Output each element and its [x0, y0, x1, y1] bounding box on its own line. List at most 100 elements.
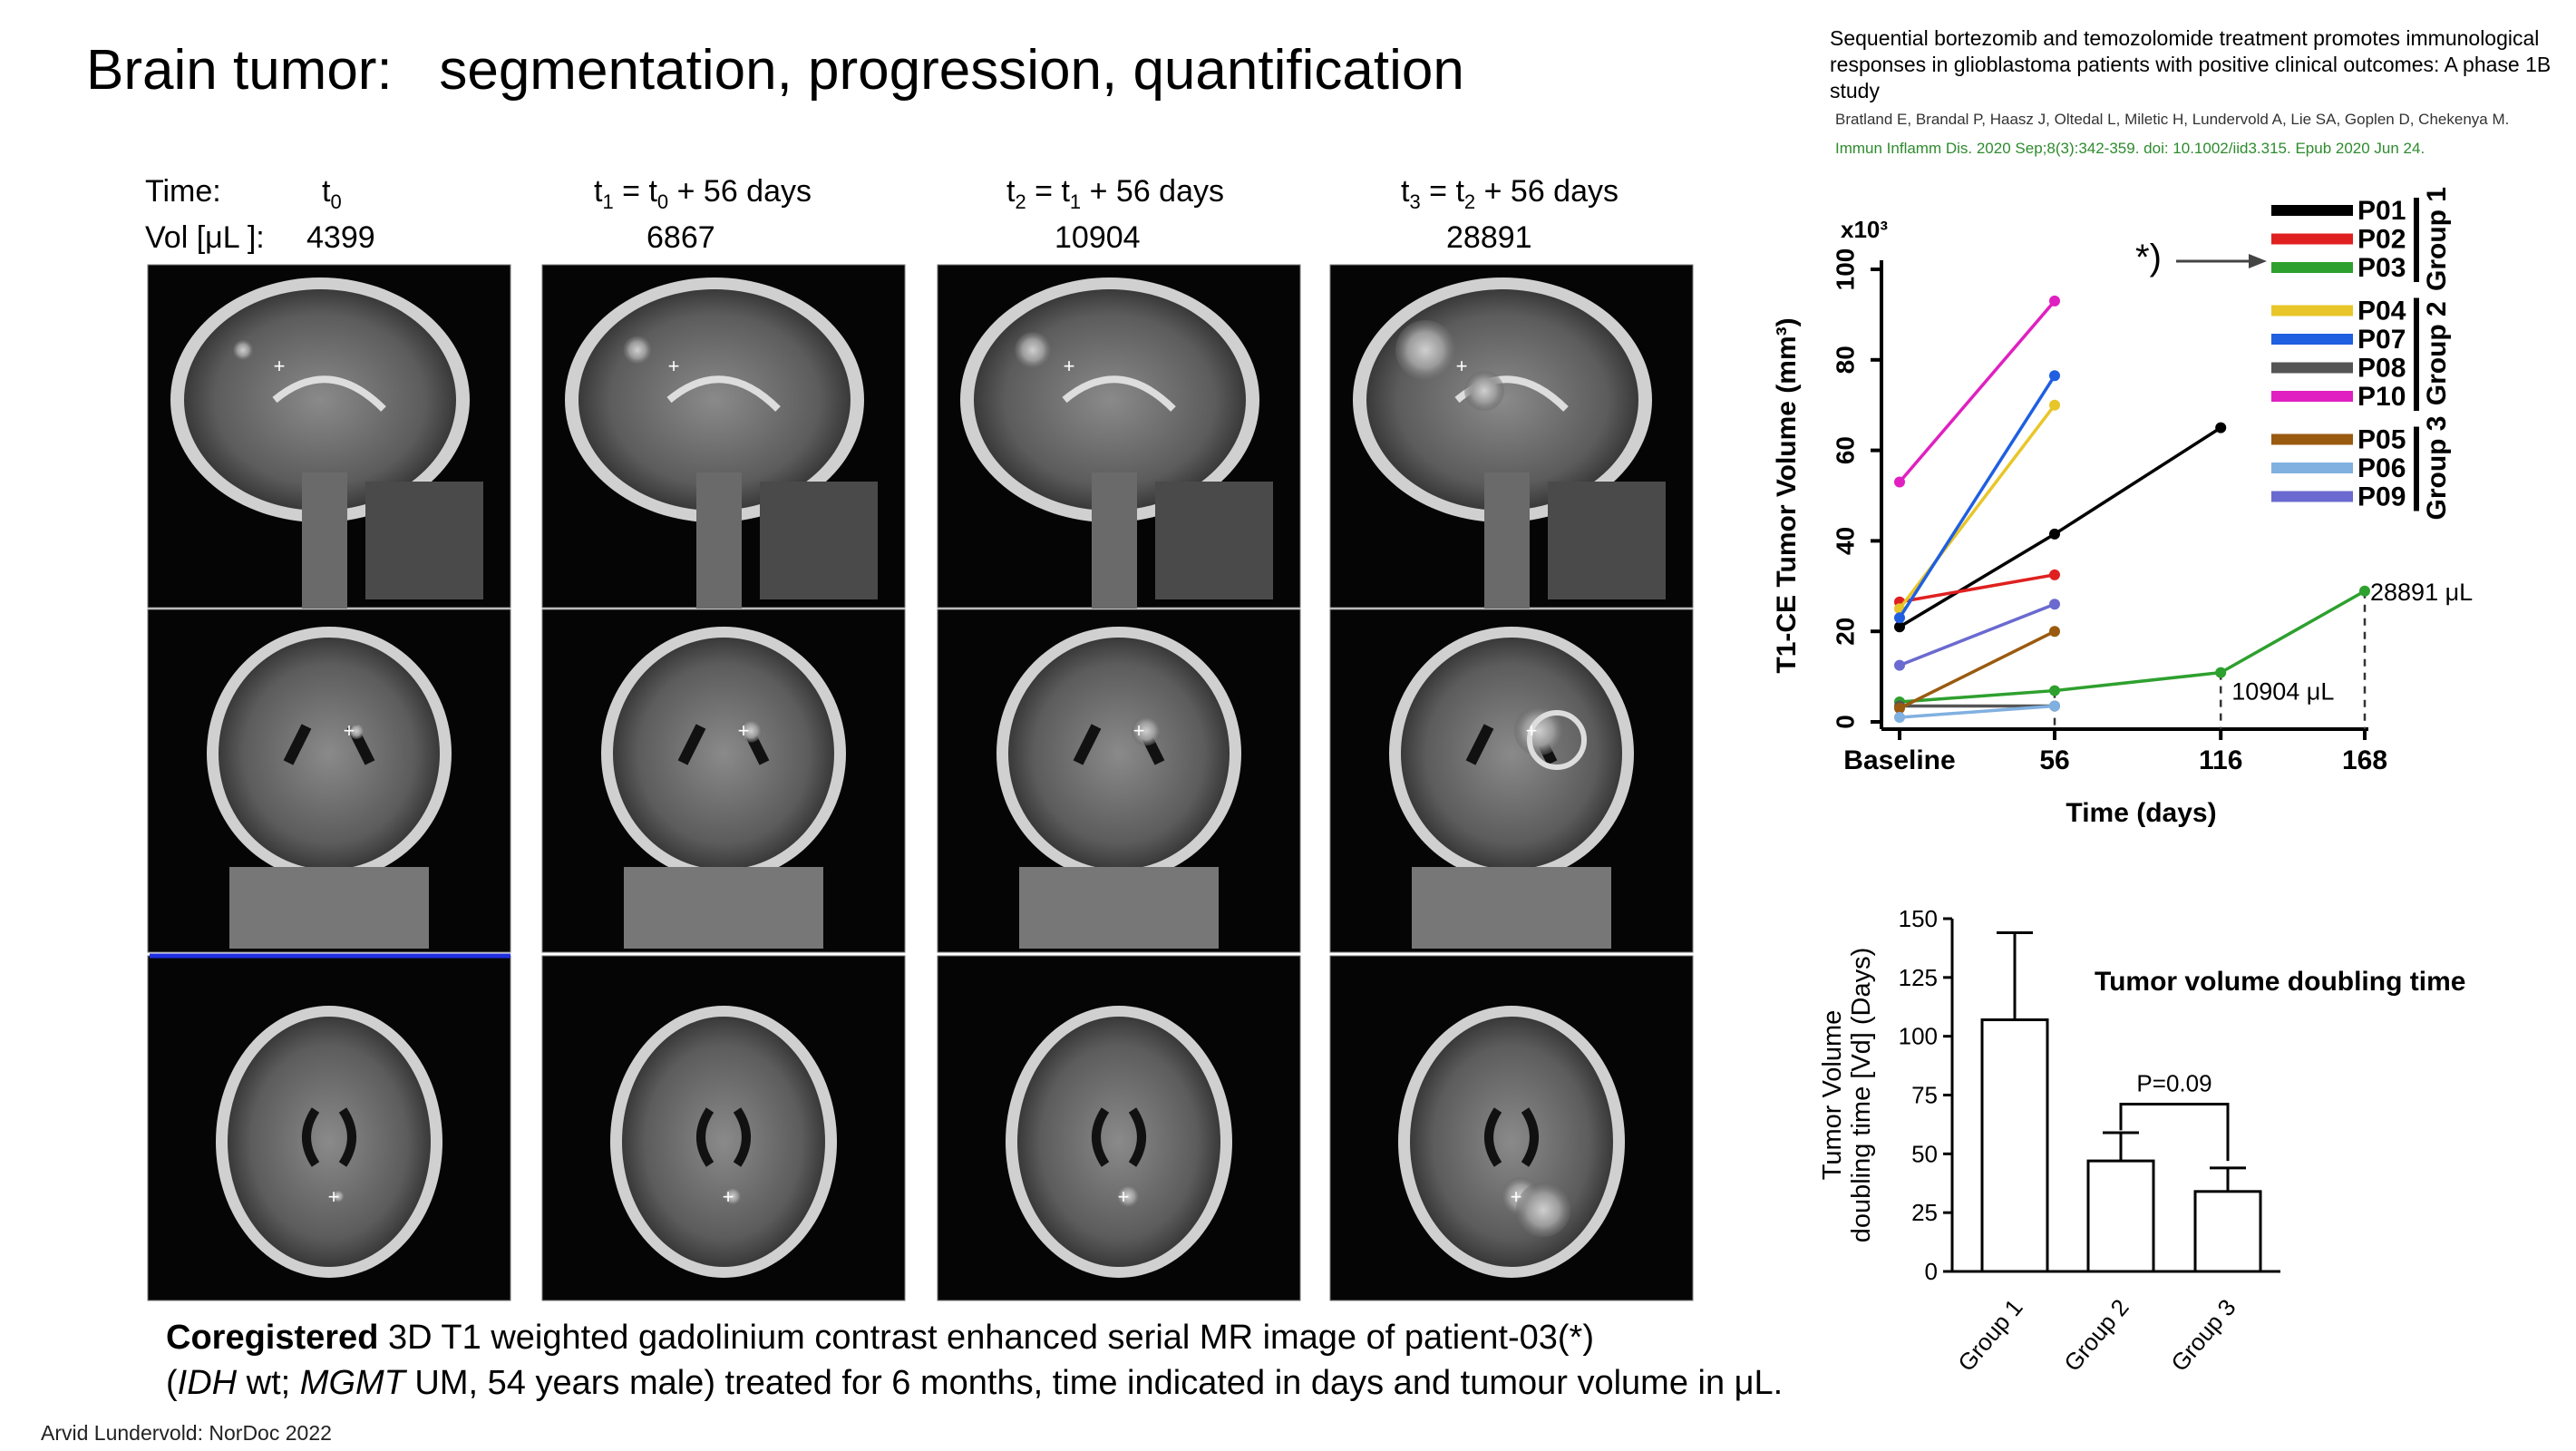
bar-category-label: Group 2 [2058, 1294, 2134, 1377]
bar-chart-title: Tumor volume doubling time [2095, 967, 2465, 997]
legend-group-label: Group 1 [2422, 187, 2452, 291]
data-point-P05 [2049, 626, 2060, 638]
svg-text:+: + [274, 355, 286, 377]
mri-coronal-t3: + [1329, 609, 1694, 953]
series-P06 [1894, 700, 2060, 724]
data-point-P01 [1894, 621, 1905, 633]
data-point-P09 [1894, 659, 1905, 671]
mri-sagittal-t2: + [937, 264, 1301, 609]
svg-text:+: + [328, 1185, 340, 1208]
bar-y-tick-label: 25 [1911, 1199, 1938, 1226]
legend-label-P04: P04 [2357, 297, 2406, 326]
time-t0: t0 [322, 174, 342, 213]
series-P03 [1894, 585, 2370, 708]
svg-text:+: + [344, 719, 355, 742]
data-point-P07 [2049, 370, 2060, 382]
legend-label-P01: P01 [2357, 196, 2406, 226]
y-axis-label: T1-CE Tumor Volume (mm³) [1772, 317, 1802, 673]
legend-swatch-P07 [2271, 334, 2353, 345]
svg-text:+: + [668, 355, 680, 377]
y-tick-label: 100 [1831, 248, 1859, 291]
svg-text:+: + [1064, 355, 1075, 377]
data-point-P04 [2049, 399, 2060, 411]
bar-y-label-line1: Tumor Volume [1818, 1010, 1847, 1181]
svg-text:+: + [1526, 719, 1538, 742]
mri-sagittal-t3: + [1329, 264, 1694, 609]
annotation-10904: 10904 μL [2231, 678, 2334, 706]
y-multiplier: x10³ [1841, 216, 1888, 243]
series-P10 [1894, 295, 2060, 488]
paper-authors: Bratland E, Brandal P, Haasz J, Oltedal … [1835, 111, 2510, 128]
series-line-P10 [1898, 299, 2056, 483]
data-point-P06 [1894, 712, 1905, 724]
bar-1: Group 1 [1952, 931, 2049, 1377]
mri-axial-t0: + [147, 955, 511, 1301]
data-point-P10 [1894, 476, 1905, 488]
slide-footer: Arvid Lundervold: NorDoc 2022 [41, 1421, 332, 1445]
legend-label-P07: P07 [2357, 325, 2406, 355]
x-tick-label: 168 [2342, 745, 2387, 775]
legend-label-P08: P08 [2357, 354, 2406, 384]
volume-t3: 28891 [1446, 220, 1532, 255]
bar-y-tick-label: 150 [1899, 905, 1938, 932]
x-tick-label: 116 [2199, 745, 2242, 775]
svg-text:+: + [723, 1185, 734, 1208]
legend-swatch-P06 [2271, 463, 2353, 473]
bar-y-tick-label: 100 [1899, 1023, 1938, 1050]
bar-2: Group 2 [2058, 1131, 2155, 1377]
series-P01 [1894, 422, 2227, 633]
legend-label-P03: P03 [2357, 253, 2406, 283]
mri-axial-t3: + [1329, 955, 1694, 1301]
mri-coronal-t1: + [541, 609, 906, 953]
x-tick-label: 56 [2039, 745, 2069, 775]
bar-y-label-line2: doubling time [Vd] (Days) [1847, 948, 1876, 1243]
volume-t1: 6867 [646, 220, 715, 255]
paper-title: Sequential bortezomib and temozolomide t… [1830, 26, 2552, 102]
mri-axial-t2: + [937, 955, 1301, 1301]
series-P05 [1894, 626, 2060, 715]
data-point-P01 [2049, 528, 2060, 540]
mri-image-grid: + + + + + + + + + + + + [147, 264, 1694, 1301]
data-point-P07 [1894, 612, 1905, 624]
paper-journal: Immun Inflamm Dis. 2020 Sep;8(3):342-359… [1835, 140, 2425, 157]
data-point-P03 [2359, 585, 2370, 597]
mri-axial-t1: + [541, 955, 906, 1301]
mri-coronal-t0: + [147, 609, 511, 953]
data-point-P06 [2049, 700, 2060, 712]
series-line-P05 [1899, 629, 2056, 710]
mri-coronal-t2: + [937, 609, 1301, 953]
series-line-P09 [1899, 602, 2056, 667]
legend-group-label: Group 2 [2422, 301, 2452, 405]
legend-swatch-P01 [2271, 205, 2353, 216]
time-t1: t1 = t0 + 56 days [594, 174, 812, 213]
series-line-P02 [1899, 573, 2056, 604]
series-line-P06 [1899, 704, 2056, 719]
bar-category-label: Group 1 [1952, 1294, 2027, 1377]
bar-rect [2086, 1159, 2155, 1273]
bar-rect [2193, 1190, 2262, 1273]
bar-y-tick-label: 50 [1911, 1140, 1938, 1167]
svg-text:+: + [1133, 719, 1145, 742]
y-tick-label: 0 [1831, 715, 1859, 729]
legend-swatch-P04 [2271, 305, 2353, 316]
legend-swatch-P09 [2271, 491, 2353, 502]
volume-t2: 10904 [1055, 220, 1141, 255]
legend-swatch-P05 [2271, 433, 2353, 445]
volume-t0: 4399 [306, 220, 375, 255]
star-annotation: *) [2135, 238, 2162, 278]
annotation-28891: 28891 μL [2370, 579, 2473, 606]
legend-group-label: Group 3 [2422, 415, 2452, 520]
time-t3: t3 = t2 + 56 days [1401, 174, 1619, 213]
legend-label-P10: P10 [2357, 382, 2406, 412]
bar-y-tick-label: 0 [1925, 1258, 1938, 1285]
star-arrowhead [2249, 254, 2267, 268]
bar-rect [1980, 1018, 2049, 1273]
data-point-P05 [1894, 703, 1905, 715]
y-tick-label: 80 [1831, 346, 1859, 374]
p-value-label: P=0.09 [2136, 1070, 2211, 1097]
x-axis-label: Time (days) [2066, 798, 2216, 828]
slide-title: Brain tumor: segmentation, progression, … [86, 39, 1464, 102]
y-tick-label: 40 [1831, 527, 1859, 555]
mri-sagittal-t0: + [147, 264, 511, 609]
legend-label-P02: P02 [2357, 225, 2406, 255]
